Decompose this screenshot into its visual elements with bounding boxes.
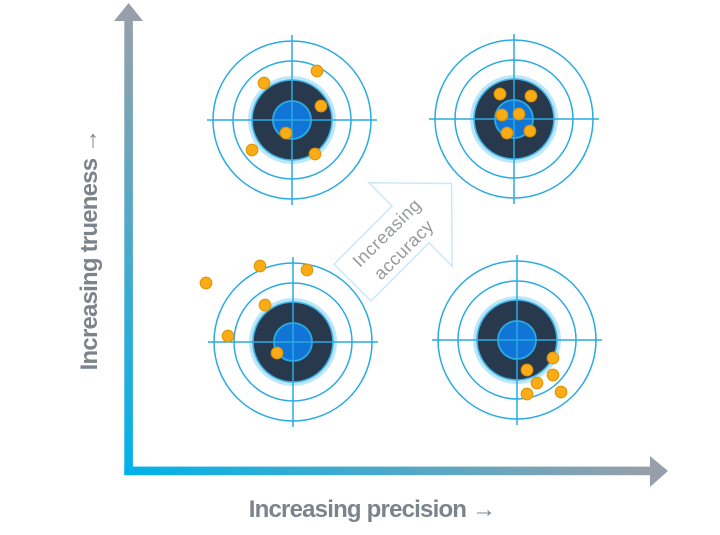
y-axis-label: Increasing trueness → (76, 130, 103, 371)
shot-dot (279, 126, 293, 140)
shot-dot (530, 376, 544, 390)
shot-dot (546, 368, 560, 382)
shot-dot (524, 89, 538, 103)
shot-dot (546, 351, 560, 365)
target-low-trueness-low-precision (199, 257, 378, 427)
shot-dot (270, 346, 284, 360)
shot-dot (258, 298, 272, 312)
shot-dot (495, 108, 509, 122)
x-axis-label: Increasing precision → (249, 496, 495, 523)
shot-dot (523, 124, 537, 138)
shot-dot (554, 385, 568, 399)
shot-dot (500, 126, 514, 140)
y-axis-line (124, 17, 133, 475)
shot-dot (257, 76, 271, 90)
shot-dot (314, 99, 328, 113)
shot-dot (221, 329, 235, 343)
shot-dot (253, 259, 267, 273)
x-axis-line (124, 466, 651, 476)
shot-dot (520, 387, 534, 401)
shot-dot (300, 263, 314, 277)
x-axis-arrowhead-icon (650, 456, 668, 487)
y-axis-arrowhead-icon (114, 3, 143, 21)
shot-dot (512, 107, 526, 121)
target-high-trueness-high-precision (429, 34, 599, 204)
shot-dot (520, 363, 534, 377)
shot-dot (199, 276, 213, 290)
shot-dot (493, 87, 507, 101)
target-high-trueness-low-precision (207, 35, 377, 205)
shot-dot (245, 143, 259, 157)
shot-dot (310, 64, 324, 78)
target-low-trueness-high-precision (432, 255, 602, 425)
targets-layer (199, 34, 602, 427)
shot-dot (308, 147, 322, 161)
accuracy-arrow (333, 182, 453, 302)
